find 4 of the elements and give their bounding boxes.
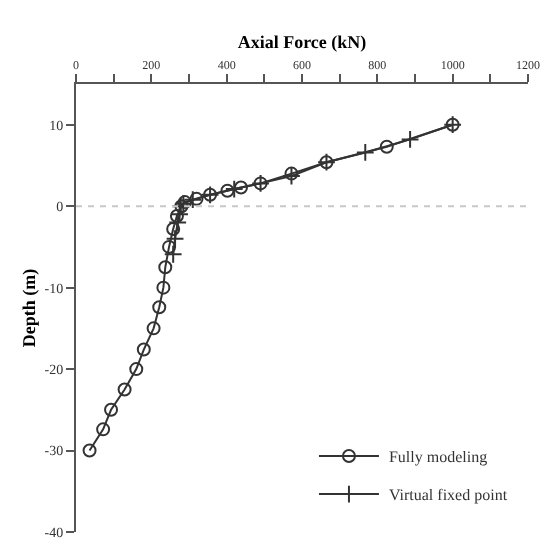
y-axis-title: Depth (m) [19,268,40,348]
legend-label: Fully modeling [388,448,488,467]
legend-label: Virtual fixed point [388,486,509,505]
x-axis-title: Axial Force (kN) [237,31,367,52]
